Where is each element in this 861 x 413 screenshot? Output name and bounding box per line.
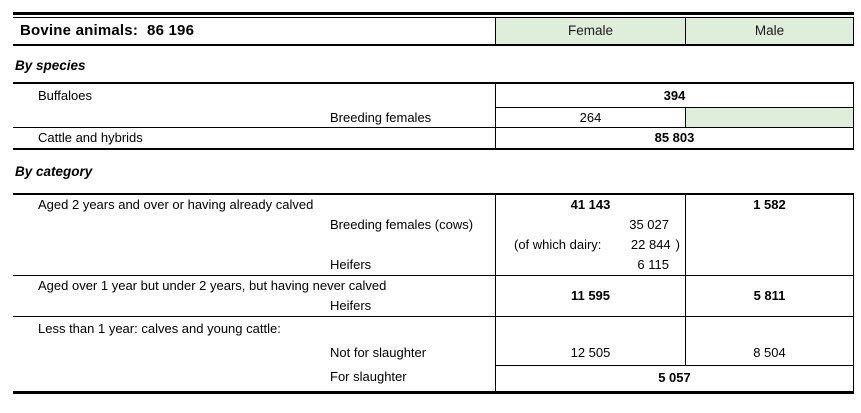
under1-label: Less than 1 year: calves and young cattl… <box>38 321 281 336</box>
under1-not-for-slaughter-male-value: 8 504 <box>753 345 786 360</box>
cattle-total-value: 85 803 <box>495 128 854 148</box>
table-title: Bovine animals: 86 196 <box>13 18 495 44</box>
aged1-male-total: 5 811 <box>753 288 786 303</box>
table-header-row: Bovine animals: 86 196 Female Male <box>13 17 854 46</box>
aged2-male-total: 1 582 <box>753 197 786 212</box>
column-header-male: Male <box>685 18 854 44</box>
total-count: 86 196 <box>147 22 195 39</box>
statistics-table: Bovine animals: 86 196 Female Male By spe… <box>13 0 854 394</box>
breeding-females-female-value: 264 <box>495 108 685 127</box>
breeding-females-label: Breeding females <box>330 110 432 125</box>
aged1-female-total: 11 595 <box>570 288 611 303</box>
section-heading-by-species: By species <box>15 58 86 73</box>
aged2-label: Aged 2 years and over or having already … <box>38 197 314 212</box>
aged2-dairy-row: (of which dairy: 22 844 ) <box>496 235 685 255</box>
table-title-label: Bovine animals: <box>20 22 139 39</box>
under1-for-slaughter-total: 5 057 <box>495 365 854 391</box>
breeding-females-male-shaded-cell <box>685 108 854 127</box>
group-aged-2-years-and-over: Aged 2 years and over or having already … <box>13 195 854 276</box>
top-rule-divider <box>13 12 854 15</box>
under1-not-for-slaughter-female-value: 12 505 <box>570 345 611 360</box>
under1-female-cell: 12 505 <box>495 317 685 365</box>
under1-not-for-slaughter-label: Not for slaughter <box>330 345 427 360</box>
under1-female-empty-row <box>496 317 685 341</box>
table-row-buffaloes: Buffaloes 394 <box>13 84 854 108</box>
buffaloes-label: Buffaloes <box>38 88 92 103</box>
under1-male-cell: 8 504 <box>685 317 854 365</box>
aged2-heifers-label: Heifers <box>330 257 372 272</box>
aged2-male-cell: 1 582 <box>685 195 854 275</box>
group-less-than-1-year: Less than 1 year: calves and young cattl… <box>13 317 854 391</box>
table-row-breeding-females: Breeding females 264 <box>13 108 854 128</box>
dairy-prefix-text: (of which dairy: <box>514 237 602 252</box>
under1-for-slaughter-label: For slaughter <box>330 369 407 384</box>
buffaloes-total-value: 394 <box>495 84 854 108</box>
section-heading-by-category: By category <box>15 164 93 179</box>
table-row-cattle-and-hybrids: Cattle and hybrids 85 803 <box>13 128 854 148</box>
cattle-label: Cattle and hybrids <box>38 130 143 145</box>
aged2-heifers-value: 6 115 <box>637 257 669 272</box>
aged2-empty-label <box>13 235 495 255</box>
aged1-male-cell: 5 811 <box>685 276 854 316</box>
aged1-heifers-label: Heifers <box>330 298 372 313</box>
species-table: Buffaloes 394 Breeding females 264 Cattl… <box>13 82 854 150</box>
aged2-female-total: 41 143 <box>570 197 611 212</box>
aged1-label: Aged over 1 year but under 2 years, but … <box>38 278 387 293</box>
category-table: Aged 2 years and over or having already … <box>13 193 854 394</box>
dairy-value: 22 844 <box>630 237 671 252</box>
dairy-suffix-text: ) <box>675 237 680 252</box>
group-aged-1-to-2-years: Aged over 1 year but under 2 years, but … <box>13 276 854 317</box>
aged2-female-cell: 41 143 35 027 (of which dairy: 22 844 ) … <box>495 195 685 275</box>
column-header-female: Female <box>495 18 685 44</box>
aged1-female-cell: 11 595 <box>495 276 685 316</box>
aged2-breeding-cows-value: 35 027 <box>629 217 669 232</box>
under1-male-empty-row <box>686 317 853 341</box>
aged2-breeding-cows-label: Breeding females (cows) <box>330 217 474 232</box>
